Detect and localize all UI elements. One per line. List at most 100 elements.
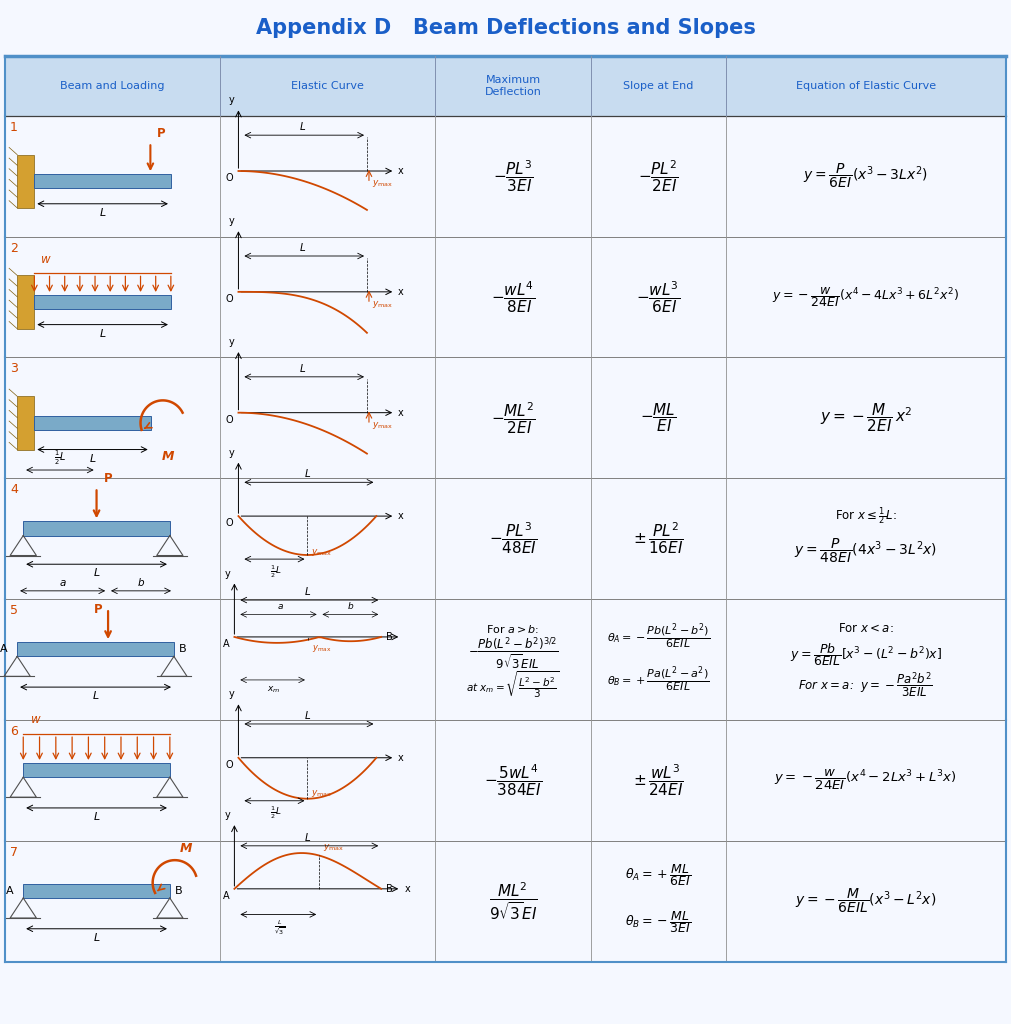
Text: B: B — [179, 644, 187, 654]
Text: at $x_m = \sqrt{\dfrac{L^2-b^2}{3}}$: at $x_m = \sqrt{\dfrac{L^2-b^2}{3}}$ — [466, 670, 560, 700]
Text: A: A — [5, 886, 13, 896]
Bar — [23, 521, 170, 536]
Text: $y_{\max}$: $y_{\max}$ — [372, 178, 393, 189]
Text: L: L — [89, 454, 96, 464]
Text: x: x — [398, 408, 404, 418]
Text: Maximum
Deflection: Maximum Deflection — [484, 75, 542, 97]
Text: Elastic Curve: Elastic Curve — [291, 81, 364, 91]
Text: $-\dfrac{wL^3}{6EI}$: $-\dfrac{wL^3}{6EI}$ — [636, 280, 680, 314]
Bar — [23, 884, 170, 898]
Text: $y = -\dfrac{M}{2EI}\,x^2$: $y = -\dfrac{M}{2EI}\,x^2$ — [820, 401, 912, 434]
Text: Slope at End: Slope at End — [623, 81, 694, 91]
Text: y: y — [228, 216, 235, 226]
Text: $\theta_B = +\dfrac{Pa(L^2-a^2)}{6EIL}$: $\theta_B = +\dfrac{Pa(L^2-a^2)}{6EIL}$ — [607, 665, 710, 695]
Text: L: L — [93, 568, 100, 579]
Text: L: L — [300, 243, 305, 253]
Text: $y = \dfrac{P}{6EI}(x^3 - 3Lx^2)$: $y = \dfrac{P}{6EI}(x^3 - 3Lx^2)$ — [804, 162, 928, 190]
Text: $\theta_A = +\dfrac{ML}{6EI}$: $\theta_A = +\dfrac{ML}{6EI}$ — [625, 862, 692, 889]
Text: O: O — [225, 173, 234, 183]
Bar — [34, 174, 171, 188]
Text: Beam and Loading: Beam and Loading — [61, 81, 165, 91]
Text: 3: 3 — [10, 362, 18, 376]
Text: w: w — [30, 713, 40, 726]
Text: $\frac{L}{\sqrt{3}}$: $\frac{L}{\sqrt{3}}$ — [274, 919, 286, 936]
Text: M: M — [162, 450, 174, 463]
Text: A: A — [222, 891, 229, 901]
Text: b: b — [348, 602, 353, 611]
Bar — [34, 295, 171, 309]
Bar — [17, 155, 34, 208]
Text: $\frac{1}{2}L$: $\frac{1}{2}L$ — [270, 805, 282, 821]
Text: y: y — [224, 568, 231, 579]
Bar — [34, 416, 151, 430]
Text: $y = -\dfrac{w}{24EI}(x^4 - 4Lx^3 + 6L^2x^2)$: $y = -\dfrac{w}{24EI}(x^4 - 4Lx^3 + 6L^2… — [772, 285, 959, 309]
Text: y: y — [228, 337, 235, 347]
Text: For $x \leq \frac{1}{2}L$:: For $x \leq \frac{1}{2}L$: — [835, 505, 897, 527]
Text: $-\dfrac{5wL^4}{384EI}$: $-\dfrac{5wL^4}{384EI}$ — [484, 763, 542, 798]
Text: $y_{\max}$: $y_{\max}$ — [372, 299, 393, 310]
Text: For $a > b$:: For $a > b$: — [486, 623, 540, 635]
Text: y: y — [228, 689, 235, 699]
Text: $y = \dfrac{P}{48EI}(4x^3 - 3L^2x)$: $y = \dfrac{P}{48EI}(4x^3 - 3L^2x)$ — [795, 537, 937, 565]
Bar — [17, 642, 174, 656]
Text: B: B — [175, 886, 183, 896]
Text: x: x — [404, 884, 410, 894]
Text: y: y — [228, 95, 235, 105]
Text: $\theta_A = -\dfrac{Pb(L^2-b^2)}{6EIL}$: $\theta_A = -\dfrac{Pb(L^2-b^2)}{6EIL}$ — [607, 622, 710, 652]
Text: $-\dfrac{PL^3}{48EI}$: $-\dfrac{PL^3}{48EI}$ — [489, 521, 537, 556]
Text: 4: 4 — [10, 483, 18, 497]
Bar — [17, 396, 34, 450]
Text: $-\dfrac{PL^2}{2EI}$: $-\dfrac{PL^2}{2EI}$ — [638, 159, 678, 194]
Text: $\frac{1}{2}L$: $\frac{1}{2}L$ — [270, 563, 282, 580]
Text: a: a — [60, 578, 66, 588]
Text: O: O — [225, 518, 234, 528]
Text: $x_m$: $x_m$ — [268, 684, 281, 694]
Text: 2: 2 — [10, 242, 18, 255]
Text: a: a — [277, 602, 283, 611]
Text: $y_{\max}$: $y_{\max}$ — [311, 643, 332, 653]
Text: $y = -\dfrac{M}{6EIL}(x^3 - L^2x)$: $y = -\dfrac{M}{6EIL}(x^3 - L^2x)$ — [796, 887, 936, 915]
Text: M: M — [180, 842, 192, 855]
Text: w: w — [41, 253, 51, 266]
Text: $-\dfrac{Pb(L^2-b^2)^{3/2}}{9\sqrt{3}EIL}$: $-\dfrac{Pb(L^2-b^2)^{3/2}}{9\sqrt{3}EIL… — [468, 636, 558, 673]
Text: $\pm\,\dfrac{wL^3}{24EI}$: $\pm\,\dfrac{wL^3}{24EI}$ — [633, 763, 683, 798]
Text: L: L — [93, 812, 100, 822]
Text: P: P — [93, 603, 102, 616]
Text: 6: 6 — [10, 725, 18, 738]
Text: O: O — [225, 760, 234, 770]
Text: y: y — [228, 447, 235, 458]
Text: O: O — [225, 294, 234, 304]
Text: B: B — [386, 884, 393, 894]
Text: $y_{\max}$: $y_{\max}$ — [372, 420, 393, 431]
Text: O: O — [225, 415, 234, 425]
Text: L: L — [304, 711, 310, 721]
Text: x: x — [398, 511, 404, 521]
Text: $y_{\max}$: $y_{\max}$ — [311, 547, 333, 558]
Text: L: L — [93, 933, 100, 943]
Text: $\frac{1}{2}L$: $\frac{1}{2}L$ — [54, 449, 66, 467]
Text: $-\dfrac{PL^3}{3EI}$: $-\dfrac{PL^3}{3EI}$ — [492, 159, 534, 194]
Text: B: B — [386, 632, 393, 642]
Text: $y = -\dfrac{w}{24EI}(x^4 - 2Lx^3 + L^3x)$: $y = -\dfrac{w}{24EI}(x^4 - 2Lx^3 + L^3x… — [774, 768, 957, 793]
Text: L: L — [300, 122, 305, 132]
Text: x: x — [398, 753, 404, 763]
Text: $y_{\max}$: $y_{\max}$ — [311, 788, 333, 800]
Text: b: b — [137, 578, 145, 588]
Text: Appendix D   Beam Deflections and Slopes: Appendix D Beam Deflections and Slopes — [256, 18, 755, 39]
Text: A: A — [222, 639, 229, 649]
Text: Equation of Elastic Curve: Equation of Elastic Curve — [796, 81, 936, 91]
Text: $\dfrac{ML^2}{9\sqrt{3}EI}$: $\dfrac{ML^2}{9\sqrt{3}EI}$ — [488, 881, 538, 922]
Text: L: L — [305, 833, 310, 843]
Text: P: P — [104, 472, 112, 485]
Text: y: y — [224, 810, 231, 820]
Text: For $x = a$:  $y = -\dfrac{Pa^2b^2}{3EIL}$: For $x = a$: $y = -\dfrac{Pa^2b^2}{3EIL}… — [799, 671, 933, 699]
Text: For $x < a$:: For $x < a$: — [838, 623, 894, 635]
Text: P: P — [157, 127, 165, 140]
Text: L: L — [305, 587, 310, 597]
Text: L: L — [99, 208, 106, 218]
Text: x: x — [398, 287, 404, 297]
Text: $-\dfrac{ML}{EI}$: $-\dfrac{ML}{EI}$ — [640, 401, 676, 434]
Text: 5: 5 — [10, 604, 18, 617]
Text: x: x — [398, 166, 404, 176]
Text: $y = \dfrac{Pb}{6EIL}[x^3-(L^2-b^2)x]$: $y = \dfrac{Pb}{6EIL}[x^3-(L^2-b^2)x]$ — [790, 641, 942, 668]
